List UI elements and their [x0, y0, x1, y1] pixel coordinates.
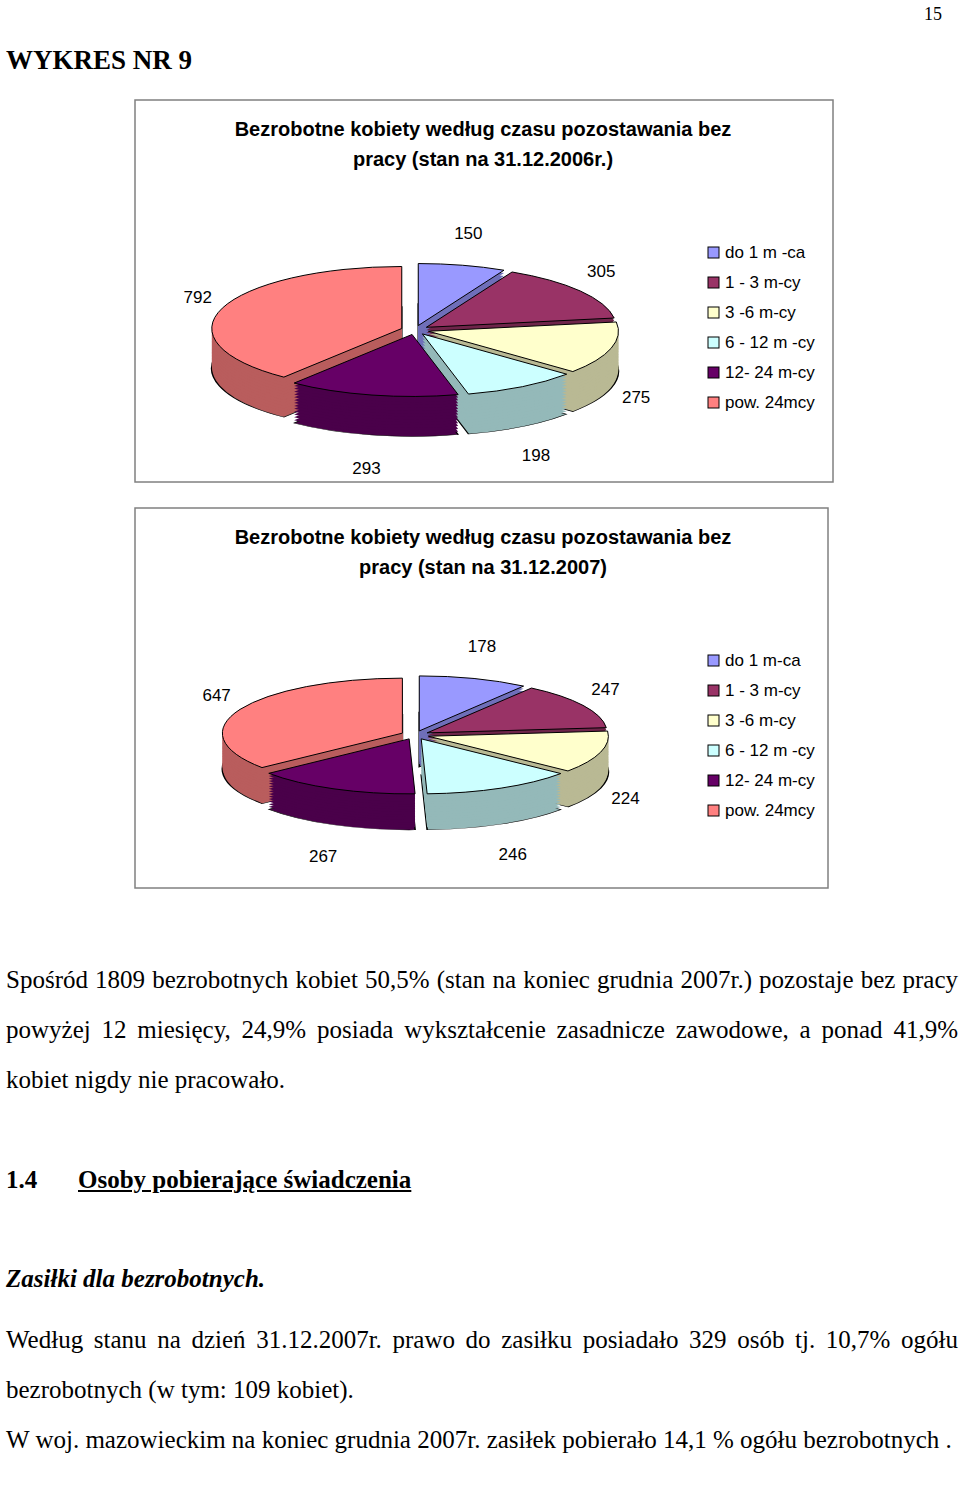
- legend-label: do 1 m -ca: [725, 243, 806, 262]
- legend-swatch: [708, 397, 719, 408]
- paragraph: W woj. mazowieckim na koniec grudnia 200…: [6, 1415, 958, 1465]
- legend-label: do 1 m-ca: [725, 651, 801, 670]
- legend-label: 6 - 12 m -cy: [725, 333, 815, 352]
- data-label: 224: [611, 789, 639, 808]
- pie: [212, 264, 619, 437]
- slice: [427, 688, 606, 733]
- page-number: 15: [924, 4, 942, 24]
- legend-label: pow. 24mcy: [725, 393, 815, 412]
- slice: [426, 272, 614, 327]
- data-label: 247: [591, 680, 619, 699]
- legend-swatch: [708, 307, 719, 318]
- slice-group: [294, 334, 458, 436]
- heading: WYKRES NR 9: [6, 45, 192, 75]
- legend-swatch: [708, 745, 719, 756]
- pie: [222, 676, 608, 830]
- slice-group: [269, 739, 415, 830]
- slice: [421, 739, 561, 794]
- title-line: pracy (stan na 31.12.2006r.): [353, 148, 613, 170]
- summary: Spośród 1809 bezrobotnych kobiet 50,5% (…: [6, 955, 958, 1105]
- charts-canvas: 15 WYKRES NR 9 Bezrobotne kobiety według c…: [0, 0, 960, 920]
- section-number: 1.4: [6, 1166, 78, 1194]
- title-line: Bezrobotne kobiety według czasu pozostaw…: [235, 526, 732, 548]
- legend-label: 3 -6 m-cy: [725, 303, 796, 322]
- slice: [269, 739, 415, 794]
- data-label: 178: [468, 637, 496, 656]
- slice-group: [421, 739, 561, 830]
- subsection: Zasiłki dla bezrobotnych.: [6, 1265, 958, 1293]
- chart-frame: [135, 100, 833, 482]
- slice: [294, 334, 458, 396]
- section-title: Osoby pobierające świadczenia: [78, 1166, 411, 1193]
- legend-swatch: [708, 715, 719, 726]
- legend-swatch: [708, 337, 719, 348]
- legend-swatch: [708, 247, 719, 258]
- data-label: 267: [309, 847, 337, 866]
- legend-swatch: [708, 367, 719, 378]
- legend-swatch: [708, 685, 719, 696]
- data-label: 198: [522, 446, 550, 465]
- legend-label: 3 -6 m-cy: [725, 711, 796, 730]
- chart-title: Bezrobotne kobiety według czasu pozostaw…: [235, 118, 732, 170]
- section-heading: 1.4Osoby pobierające świadczenia: [6, 1166, 958, 1194]
- data-label: 246: [499, 845, 527, 864]
- chart: Bezrobotne kobiety według czasu pozostaw…: [135, 508, 828, 888]
- legend-label: 1 - 3 m-cy: [725, 681, 801, 700]
- legend-label: 12- 24 m-cy: [725, 363, 815, 382]
- legend-swatch: [708, 655, 719, 666]
- legend-swatch: [708, 277, 719, 288]
- chart-title: Bezrobotne kobiety według czasu pozostaw…: [235, 526, 732, 578]
- data-label: 305: [587, 262, 615, 281]
- chart: Bezrobotne kobiety według czasu pozostaw…: [135, 100, 833, 482]
- legend-label: 1 - 3 m-cy: [725, 273, 801, 292]
- chart-frame: [135, 508, 828, 888]
- title-line: pracy (stan na 31.12.2007): [359, 556, 607, 578]
- data-label: 647: [202, 686, 230, 705]
- legend-label: 12- 24 m-cy: [725, 771, 815, 790]
- data-label: 150: [454, 224, 482, 243]
- data-label: 275: [622, 388, 650, 407]
- title-line: Bezrobotne kobiety według czasu pozostaw…: [235, 118, 732, 140]
- data-label: 792: [184, 288, 212, 307]
- data-label: 293: [352, 459, 380, 478]
- legend-label: pow. 24mcy: [725, 801, 815, 820]
- legend-swatch: [708, 775, 719, 786]
- legend-swatch: [708, 805, 719, 816]
- paragraph: Według stanu na dzień 31.12.2007r. prawo…: [6, 1315, 958, 1415]
- legend-label: 6 - 12 m -cy: [725, 741, 815, 760]
